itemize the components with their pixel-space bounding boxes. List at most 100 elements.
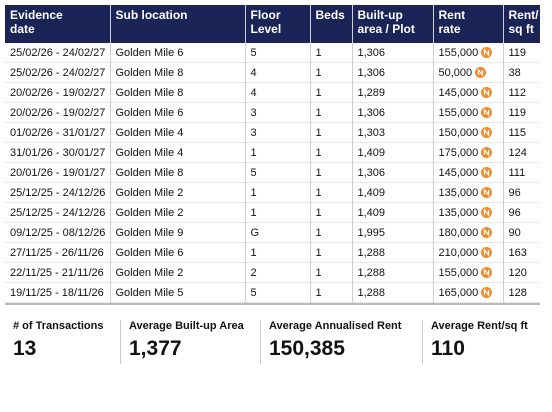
header-line: area / Plot (357, 22, 415, 36)
table-cell: Golden Mile 5 (109, 282, 245, 303)
column-header: Sub location (109, 5, 245, 43)
cell-text: 1,288 (357, 286, 386, 299)
table-cell: Golden Mile 8 (109, 62, 245, 83)
table-cell: 155,000 (432, 43, 503, 63)
cell-text: 1,303 (357, 126, 386, 139)
table-row: 20/02/26 - 19/02/27 Golden Mile 6 3 1 1,306 1… (5, 102, 540, 123)
column-header: Built-up area / Plot (351, 5, 433, 43)
header-line: Built-up (357, 8, 403, 22)
cell-text: 1,409 (357, 206, 386, 219)
cell-text: 1,306 (357, 166, 386, 179)
table-cell: 5 (244, 162, 310, 183)
table-row: 31/01/26 - 30/01/27 Golden Mile 4 1 1 1,409 1… (5, 142, 540, 163)
currency-icon (481, 46, 493, 58)
cell-text: 1 (315, 106, 322, 119)
table-cell: 111 (502, 162, 540, 183)
cell-text: Golden Mile 8 (115, 86, 184, 99)
table-cell: 25/02/26 - 24/02/27 (5, 43, 110, 63)
header-line: Evidence (10, 8, 63, 22)
cell-text: 1,409 (357, 146, 386, 159)
cell-text: 1 (315, 286, 322, 299)
table-cell: 210,000 (432, 242, 503, 263)
table-cell: Golden Mile 4 (109, 122, 245, 143)
cell-text: 4 (250, 86, 257, 99)
summary-item: Average Built-up Area 1,377 (120, 320, 264, 364)
table-cell: 20/02/26 - 19/02/27 (5, 82, 110, 103)
table-cell: 165,000 (432, 282, 503, 303)
cell-text: 1,289 (357, 86, 386, 99)
table-cell: 1 (309, 102, 352, 123)
table-cell: Golden Mile 8 (109, 162, 245, 183)
cell-text: Golden Mile 4 (115, 146, 184, 159)
cell-text: 5 (250, 286, 257, 299)
currency-icon (481, 86, 493, 98)
table-cell: 119 (502, 43, 540, 63)
table-cell: 1 (309, 82, 352, 103)
table-cell: Golden Mile 6 (109, 242, 245, 263)
currency-icon (481, 126, 493, 138)
table-cell: 31/01/26 - 30/01/27 (5, 142, 110, 163)
cell-text: 96 (508, 186, 521, 199)
cell-text: Golden Mile 9 (115, 226, 184, 239)
table-row: 01/02/26 - 31/01/27 Golden Mile 4 3 1 1,303 1… (5, 122, 540, 143)
header-line: rate (438, 22, 461, 36)
table-row: 25/12/25 - 24/12/26 Golden Mile 2 1 1 1,409 1… (5, 182, 540, 203)
table-row: 27/11/25 - 26/11/26 Golden Mile 6 1 1 1,288 2… (5, 242, 540, 263)
cell-text: 1,288 (357, 246, 386, 259)
cell-text: 20/01/26 - 19/01/27 (10, 166, 106, 179)
table-cell: 1,289 (351, 82, 433, 103)
cell-text: Golden Mile 6 (115, 46, 184, 59)
table-cell: 5 (244, 282, 310, 303)
cell-text: 1 (315, 266, 322, 279)
table-cell: 1 (309, 62, 352, 83)
table-cell: 1,306 (351, 102, 433, 123)
table-row: 20/01/26 - 19/01/27 Golden Mile 8 5 1 1,306 1… (5, 162, 540, 183)
table-cell: G (244, 222, 310, 243)
currency-icon (481, 206, 493, 218)
cell-text: 155,000 (438, 106, 479, 119)
table-cell: 1 (309, 142, 352, 163)
table-cell: 25/02/26 - 24/02/27 (5, 62, 110, 83)
header-line: Rent (438, 8, 466, 22)
cell-text: 111 (508, 166, 526, 179)
cell-text: 1 (315, 66, 322, 79)
table-cell: 1,288 (351, 282, 433, 303)
table-cell: 155,000 (432, 262, 503, 283)
cell-text: 119 (508, 106, 527, 119)
cell-text: 1,409 (357, 186, 386, 199)
table-cell: 96 (502, 182, 540, 203)
cell-text: 1,995 (357, 226, 386, 239)
cell-text: 115 (508, 126, 527, 139)
table-cell: 163 (502, 242, 540, 263)
column-header: Rent/sq ft (502, 5, 540, 43)
table-cell: 1 (309, 162, 352, 183)
summary-value: 13 (13, 337, 37, 360)
currency-icon (481, 246, 493, 258)
cell-text: 38 (508, 66, 521, 79)
table-cell: 128 (502, 282, 540, 303)
currency-icon (481, 146, 493, 158)
table-cell: 1 (309, 122, 352, 143)
summary-label: Average Annualised Rent (269, 320, 402, 332)
currency-icon (475, 66, 487, 78)
cell-text: 1 (315, 126, 322, 139)
cell-text: 50,000 (438, 66, 473, 79)
table-row: 25/02/26 - 24/02/27 Golden Mile 6 5 1 1,306 1… (5, 43, 540, 63)
cell-text: 1,288 (357, 266, 386, 279)
cell-text: 124 (508, 146, 527, 159)
table-cell: 1 (309, 182, 352, 203)
table-cell: 145,000 (432, 82, 503, 103)
table-cell: 1 (309, 262, 352, 283)
table-cell: 112 (502, 82, 540, 103)
header-line: Beds (315, 8, 345, 22)
table-cell: 20/01/26 - 19/01/27 (5, 162, 110, 183)
table-cell: 4 (244, 82, 310, 103)
table-cell: 120 (502, 262, 540, 283)
summary-value: 1,377 (129, 337, 182, 360)
table-cell: Golden Mile 2 (109, 262, 245, 283)
table-cell: 22/11/25 - 21/11/26 (5, 262, 110, 283)
cell-text: Golden Mile 8 (115, 166, 184, 179)
table-cell: 1,306 (351, 162, 433, 183)
cell-text: 1,306 (357, 66, 386, 79)
